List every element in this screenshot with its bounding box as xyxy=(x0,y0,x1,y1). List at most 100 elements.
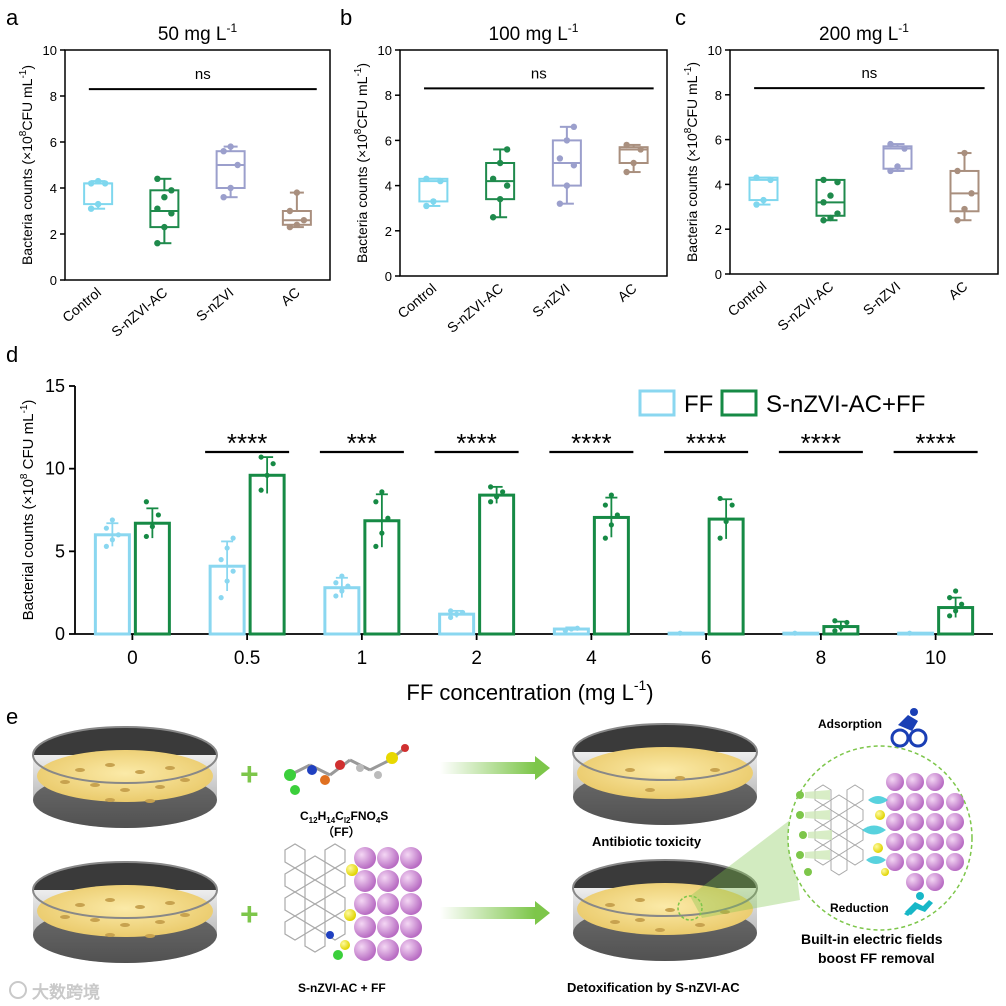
data-point xyxy=(844,619,850,626)
chart-title-text-b: 100 mg L xyxy=(489,24,568,45)
data-point xyxy=(101,180,109,187)
y-tick-label-b: 0 xyxy=(385,269,392,284)
panel-letter-c: c xyxy=(675,5,686,30)
y-tick-label-c: 10 xyxy=(708,43,722,58)
box-control xyxy=(83,177,114,212)
data-point xyxy=(947,595,953,601)
chart-title-c: 200 mg L-1 xyxy=(819,21,909,45)
box-ac xyxy=(949,149,980,224)
schematic-e: + + C12H14Cl2FNO4S （FF） xyxy=(9,708,973,1002)
data-point xyxy=(496,159,504,167)
bar-snzviac-ff xyxy=(133,521,171,636)
box-control xyxy=(748,174,779,208)
ff-molecule-icon xyxy=(284,744,409,795)
runner-icon xyxy=(904,892,933,916)
x-category-label-c: AC xyxy=(945,278,970,303)
y-tick-label-a: 6 xyxy=(50,135,57,150)
bar-snzviac-ff xyxy=(478,493,516,636)
data-point xyxy=(760,196,767,204)
y-axis-label-part: CFU mL xyxy=(354,76,370,128)
data-point xyxy=(258,454,264,460)
data-point xyxy=(224,545,230,551)
y-tick-label-d: 15 xyxy=(45,376,65,396)
y-axis-label-part: CFU mL xyxy=(20,414,37,474)
petri-dish-bottom xyxy=(32,861,218,963)
significance-label-c: ns xyxy=(861,65,877,82)
plot-frame-b xyxy=(399,49,668,277)
x-category-label-c: Control xyxy=(725,278,770,319)
data-point xyxy=(154,205,161,212)
arrow-top-icon xyxy=(440,756,550,780)
ff-abbreviation: （FF） xyxy=(322,824,361,839)
y-axis-label-part: -1 xyxy=(683,66,694,75)
significance-stars-d: **** xyxy=(801,428,841,458)
y-tick-label-a: 0 xyxy=(50,273,57,288)
data-point xyxy=(154,240,161,247)
data-point xyxy=(270,461,276,467)
data-point xyxy=(723,518,729,525)
data-point xyxy=(887,140,894,148)
y-tick-label-b: 2 xyxy=(385,224,392,239)
data-point xyxy=(258,487,264,493)
data-point xyxy=(832,618,838,624)
data-point xyxy=(339,588,345,594)
bar-group-0 xyxy=(93,499,171,636)
box-s-nzvi xyxy=(882,140,913,175)
chart-title-sup-a: -1 xyxy=(226,21,237,35)
data-point xyxy=(894,163,901,170)
y-axis-label-part: ) xyxy=(354,63,370,68)
data-point xyxy=(827,214,834,222)
data-point xyxy=(220,148,227,155)
watermark: 大数跨境 xyxy=(32,982,100,1002)
panel-letter-e: e xyxy=(6,704,18,729)
data-point xyxy=(488,499,494,505)
y-tick-label-b: 6 xyxy=(385,133,392,148)
significance-stars-d: **** xyxy=(571,428,611,458)
data-point xyxy=(345,583,351,589)
reduction-label: Reduction xyxy=(830,901,889,915)
data-point xyxy=(94,200,102,208)
legend-d: FF S-nZVI-AC+FF xyxy=(638,389,925,418)
data-point xyxy=(234,161,241,169)
y-axis-label-part: ) xyxy=(20,400,37,405)
y-axis-label-part: -1 xyxy=(19,404,30,413)
data-point xyxy=(570,123,578,131)
bar-group-6 xyxy=(667,495,745,636)
y-tick-label-c: 8 xyxy=(715,88,722,103)
data-point xyxy=(379,530,385,536)
data-point xyxy=(954,217,961,224)
x-category-label-b: S-nZVI-AC xyxy=(444,280,506,336)
data-point xyxy=(602,502,608,508)
data-point xyxy=(227,184,234,192)
data-point xyxy=(143,499,149,505)
data-point xyxy=(489,175,497,183)
chart-title-sup-b: -1 xyxy=(568,21,579,35)
data-point xyxy=(961,149,968,157)
data-point xyxy=(563,137,571,144)
x-tick-label-d: 6 xyxy=(701,648,712,669)
electron-icons xyxy=(796,790,832,876)
bar-group-2 xyxy=(438,484,516,636)
data-point xyxy=(834,178,841,186)
y-axis-label-part: ) xyxy=(19,65,35,70)
data-point xyxy=(293,189,301,196)
y-axis-label-b: Bacteria counts (×108CFU mL-1) xyxy=(353,63,370,263)
data-point xyxy=(286,207,294,215)
data-point xyxy=(717,535,723,541)
data-point xyxy=(87,180,95,187)
box-body xyxy=(815,178,846,217)
legend-swatch-ff xyxy=(638,389,676,417)
data-point xyxy=(832,628,838,634)
chart-title-b: 100 mg L-1 xyxy=(489,21,579,45)
x-tick-label-d: 0.5 xyxy=(234,648,260,669)
detox-label: Detoxification by S-nZVI-AC xyxy=(567,980,740,995)
data-point xyxy=(460,609,466,616)
y-axis-label-part: -1 xyxy=(353,67,364,76)
mechanism-caption-line1: Built-in electric fields xyxy=(801,931,943,947)
data-point xyxy=(115,532,121,538)
y-axis-label-c: Bacteria counts (×108CFU mL-1) xyxy=(683,62,700,262)
y-axis-label-part: -1 xyxy=(18,69,29,78)
data-point xyxy=(155,512,161,518)
